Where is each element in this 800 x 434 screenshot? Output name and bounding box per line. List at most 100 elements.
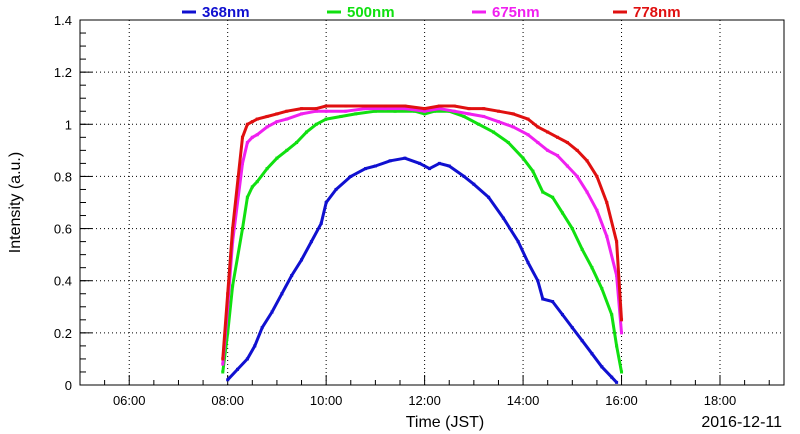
data-point: [349, 174, 353, 178]
series-line: [221, 107, 623, 365]
data-point: [245, 357, 249, 361]
data-point: [324, 109, 328, 113]
x-tick-label: 08:00: [211, 393, 244, 408]
data-point: [575, 148, 579, 152]
x-tick-label: 16:00: [605, 393, 638, 408]
data-point: [324, 117, 328, 121]
data-point: [590, 352, 594, 356]
series-line: [221, 104, 623, 360]
data-point: [570, 326, 574, 330]
data-point: [364, 107, 368, 111]
data-point: [373, 164, 377, 168]
data-point: [285, 109, 289, 113]
data-point: [236, 367, 240, 371]
data-point: [255, 133, 259, 137]
data-point: [506, 141, 510, 145]
data-point: [600, 365, 604, 369]
data-point: [610, 375, 614, 379]
data-point: [541, 297, 545, 301]
data-point: [423, 109, 427, 113]
data-point: [354, 112, 358, 116]
data-point: [265, 167, 269, 171]
data-point: [295, 141, 299, 145]
data-point: [344, 104, 348, 108]
data-point: [314, 122, 318, 126]
date-label: 2016-12-11: [701, 414, 782, 431]
data-point: [226, 331, 230, 335]
data-point: [492, 130, 496, 134]
data-point: [526, 260, 530, 264]
data-point: [565, 164, 569, 168]
data-point: [255, 180, 259, 184]
legend-label: 368nm: [202, 4, 250, 21]
data-point: [403, 104, 407, 108]
data-point: [556, 135, 560, 139]
data-point: [531, 169, 535, 173]
data-point: [496, 109, 500, 113]
series-line: [226, 156, 618, 384]
data-point: [482, 114, 486, 118]
data-point: [265, 114, 269, 118]
data-point: [605, 234, 609, 238]
legend: 368nm 500nm 675nm 778nm: [182, 4, 681, 21]
data-point: [300, 258, 304, 262]
data-point: [605, 201, 609, 204]
data-point: [364, 104, 368, 108]
data-point: [275, 120, 279, 124]
data-point: [437, 104, 441, 108]
y-tick-label: 0.6: [54, 222, 72, 237]
data-point: [620, 370, 624, 374]
series-500nm: [221, 109, 624, 374]
x-tick-label: 12:00: [408, 393, 441, 408]
data-point: [388, 159, 392, 163]
data-point: [546, 130, 550, 134]
data-point: [373, 109, 377, 113]
data-point: [580, 339, 584, 343]
data-point: [585, 190, 589, 194]
data-point: [245, 141, 249, 145]
data-point: [221, 357, 225, 361]
data-point: [595, 174, 599, 178]
data-point: [226, 292, 230, 296]
data-point: [600, 287, 604, 291]
data-point: [467, 107, 471, 111]
data-point: [620, 331, 624, 335]
data-point: [585, 159, 589, 163]
data-point: [536, 141, 540, 145]
y-axis-title: Intensity (a.u.): [7, 152, 24, 253]
data-point: [403, 107, 407, 111]
data-point: [275, 156, 279, 160]
plot-frame: [79, 19, 785, 386]
data-point: [423, 112, 427, 116]
data-point: [462, 174, 466, 178]
data-point: [615, 240, 619, 244]
data-point: [452, 104, 456, 108]
y-tick-label: 1: [65, 117, 72, 132]
data-point: [526, 117, 530, 121]
data-point: [496, 120, 500, 124]
data-point: [482, 107, 486, 111]
legend-label: 500nm: [347, 4, 395, 21]
x-tick-label: 18:00: [704, 393, 737, 408]
data-point: [221, 362, 225, 366]
data-point: [536, 279, 540, 283]
data-point: [260, 326, 264, 330]
data-point: [300, 112, 304, 116]
series-line: [221, 109, 623, 373]
data-point: [253, 344, 257, 348]
data-point: [285, 148, 289, 152]
data-point: [290, 274, 294, 277]
data-point: [418, 161, 422, 165]
data-point: [255, 117, 259, 121]
data-point: [270, 310, 274, 314]
data-point: [403, 156, 407, 160]
data-point: [428, 167, 432, 171]
series-368nm: [226, 156, 619, 384]
y-tick-label: 0.4: [54, 274, 72, 289]
data-point: [226, 378, 230, 382]
data-point: [344, 109, 348, 113]
data-point: [437, 161, 441, 165]
data-point: [526, 133, 530, 137]
data-point: [575, 174, 579, 178]
